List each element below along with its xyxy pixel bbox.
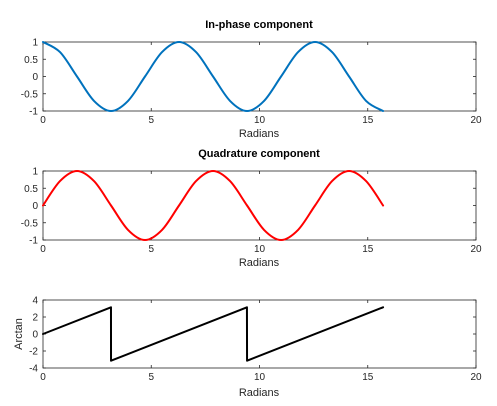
quadrature-x-tick-label: 15 — [362, 244, 374, 255]
quadrature-y-tick-label: 0 — [32, 201, 38, 212]
arctan-y-tick-label: -2 — [29, 347, 38, 358]
in-phase-x-tick-label: 15 — [362, 115, 374, 126]
quadrature-x-tick-label: 10 — [254, 244, 266, 255]
quadrature-x-tick-label: 0 — [40, 244, 46, 255]
in-phase-x-tick-label: 0 — [40, 115, 46, 126]
quadrature-subplot: Quadrature component Radians 0 5 10 15 20 1 0.… — [21, 148, 482, 269]
in-phase-x-tick-label: 20 — [470, 115, 482, 126]
arctan-series-line — [42, 306, 385, 362]
in-phase-axes-box — [42, 41, 477, 112]
quadrature-y-tick-label: 0.5 — [24, 184, 38, 195]
in-phase-y-tick-label: 0 — [32, 72, 38, 83]
arctan-y-tick-label: 4 — [32, 296, 38, 307]
in-phase-series-line — [42, 41, 385, 112]
in-phase-y-tick-label: -1 — [29, 107, 38, 118]
arctan-y-tick-label: 0 — [32, 330, 38, 341]
in-phase-x-tick-label: 10 — [254, 115, 266, 126]
arctan-axes-box — [42, 299, 477, 369]
quadrature-title: Quadrature component — [198, 148, 320, 160]
quadrature-axes-box — [42, 170, 477, 241]
quadrature-xlabel: Radians — [239, 257, 280, 269]
quadrature-x-tick-label: 5 — [148, 244, 154, 255]
quadrature-series-line — [42, 170, 385, 241]
arctan-x-tick-label: 20 — [470, 372, 482, 383]
in-phase-x-tick-label: 5 — [148, 115, 154, 126]
in-phase-title: In-phase component — [205, 19, 313, 31]
in-phase-y-tick-label: 0.5 — [24, 55, 38, 66]
quadrature-y-tick-label: -1 — [29, 236, 38, 247]
in-phase-y-tick-label: 1 — [32, 38, 38, 49]
arctan-xlabel: Radians — [239, 387, 280, 399]
arctan-ylabel: Arctan — [13, 318, 25, 350]
arctan-y-tick-label: -4 — [29, 364, 38, 375]
quadrature-y-tick-label: -0.5 — [21, 218, 39, 229]
in-phase-y-tick-label: -0.5 — [21, 89, 39, 100]
quadrature-x-tick-label: 20 — [470, 244, 482, 255]
in-phase-subplot: In-phase component Radians 0 5 10 15 20 1 0.5 0… — [21, 19, 482, 140]
arctan-x-tick-label: 0 — [40, 372, 46, 383]
in-phase-xlabel: Radians — [239, 128, 280, 140]
arctan-x-tick-label: 10 — [254, 372, 266, 383]
arctan-x-tick-label: 5 — [148, 372, 154, 383]
arctan-x-tick-label: 15 — [362, 372, 374, 383]
arctan-y-tick-label: 2 — [32, 313, 38, 324]
quadrature-y-tick-label: 1 — [32, 167, 38, 178]
